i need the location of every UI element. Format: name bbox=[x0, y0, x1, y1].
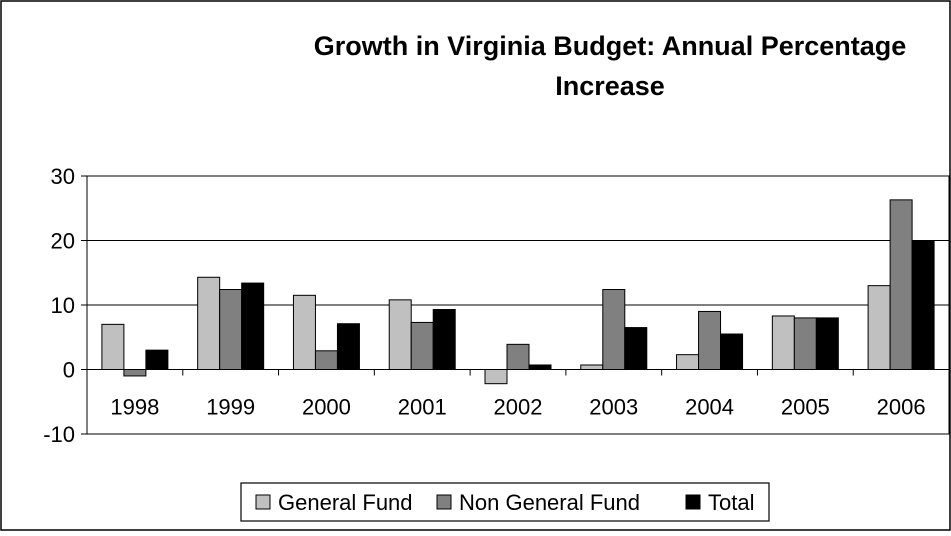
chart-title-line-2: Increase bbox=[555, 71, 665, 101]
bars bbox=[101, 199, 935, 385]
bar-general-fund-2002 bbox=[484, 369, 508, 385]
x-tick-label-2005: 2005 bbox=[781, 395, 830, 420]
legend-label-total: Total bbox=[708, 490, 754, 515]
bar-non-general-fund-2004 bbox=[698, 310, 722, 371]
bar-total-2000 bbox=[336, 323, 360, 370]
bar-total-2003 bbox=[624, 327, 648, 371]
legend-box bbox=[240, 482, 770, 522]
bar-non-general-fund-2003 bbox=[602, 289, 626, 370]
bar-non-general-fund-2006 bbox=[889, 199, 913, 370]
x-tick-labels: 1998 1999 2000 2001 2002 2003 2004 2005 2006 bbox=[110, 395, 925, 420]
legend-swatch-general-fund bbox=[255, 494, 271, 510]
axes bbox=[81, 175, 950, 435]
bar-non-general-fund-2005 bbox=[793, 317, 817, 370]
y-tick-label-20: 20 bbox=[51, 229, 75, 254]
bar-general-fund-2000 bbox=[292, 294, 316, 371]
bar-non-general-fund-2001 bbox=[410, 321, 434, 371]
x-tick-label-2002: 2002 bbox=[494, 395, 543, 420]
bar-non-general-fund-1998 bbox=[123, 369, 147, 377]
bar-non-general-fund-2000 bbox=[314, 350, 338, 371]
bar-total-2006 bbox=[911, 240, 935, 370]
bar-total-2005 bbox=[815, 317, 839, 370]
y-tick-label-0: 0 bbox=[63, 358, 75, 383]
y-tick-labels: 30 20 10 0 -10 bbox=[43, 164, 75, 447]
bar-total-2004 bbox=[720, 333, 744, 370]
bar-general-fund-2004 bbox=[676, 354, 700, 371]
bar-general-fund-2001 bbox=[388, 299, 412, 370]
y-tick-label-10: 10 bbox=[51, 293, 75, 318]
x-tick-label-2004: 2004 bbox=[685, 395, 734, 420]
x-tick-label-1998: 1998 bbox=[110, 395, 159, 420]
x-tick-label-1999: 1999 bbox=[206, 395, 255, 420]
bar-total-2001 bbox=[432, 309, 456, 371]
x-tick-label-2003: 2003 bbox=[589, 395, 638, 420]
bar-non-general-fund-2002 bbox=[506, 343, 530, 371]
bar-total-2002 bbox=[528, 364, 552, 370]
x-tick-label-2000: 2000 bbox=[302, 395, 351, 420]
legend-label-non-general-fund: Non General Fund bbox=[459, 490, 640, 515]
bar-general-fund-2006 bbox=[867, 285, 891, 370]
legend-swatch-total bbox=[685, 494, 701, 510]
legend-label-general-fund: General Fund bbox=[278, 490, 413, 515]
bar-total-1999 bbox=[241, 282, 265, 371]
legend: General Fund Non General Fund Total bbox=[240, 482, 770, 522]
bar-general-fund-2005 bbox=[771, 315, 795, 370]
bar-general-fund-1999 bbox=[197, 276, 221, 371]
bar-general-fund-2003 bbox=[580, 364, 604, 370]
x-tick-label-2006: 2006 bbox=[877, 395, 926, 420]
bar-general-fund-1998 bbox=[101, 323, 125, 371]
bar-total-1998 bbox=[145, 349, 169, 370]
x-tick-label-2001: 2001 bbox=[398, 395, 447, 420]
legend-swatch-non-general-fund bbox=[436, 494, 452, 510]
plot-area-border bbox=[86, 175, 950, 435]
y-tick-label-10: -10 bbox=[43, 422, 75, 447]
bar-non-general-fund-1999 bbox=[219, 289, 243, 370]
chart-title-line-1: Growth in Virginia Budget: Annual Percen… bbox=[314, 31, 907, 61]
y-tick-label-30: 30 bbox=[51, 164, 75, 189]
